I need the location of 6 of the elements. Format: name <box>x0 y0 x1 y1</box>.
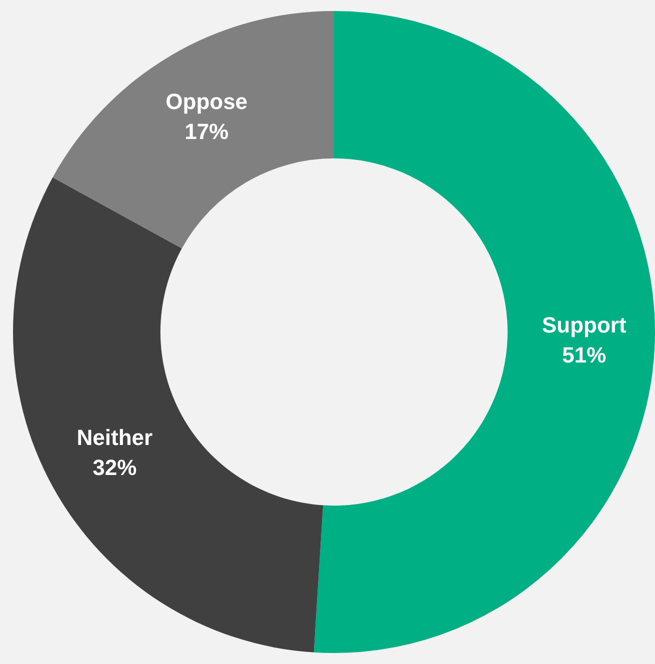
slice-label: Support <box>542 312 627 338</box>
slice-label: Neither <box>76 425 154 450</box>
data-label: 17% <box>184 119 229 144</box>
data-label: 51% <box>562 342 606 368</box>
data-label: 32% <box>92 455 137 480</box>
slice-label: Oppose <box>166 89 248 114</box>
